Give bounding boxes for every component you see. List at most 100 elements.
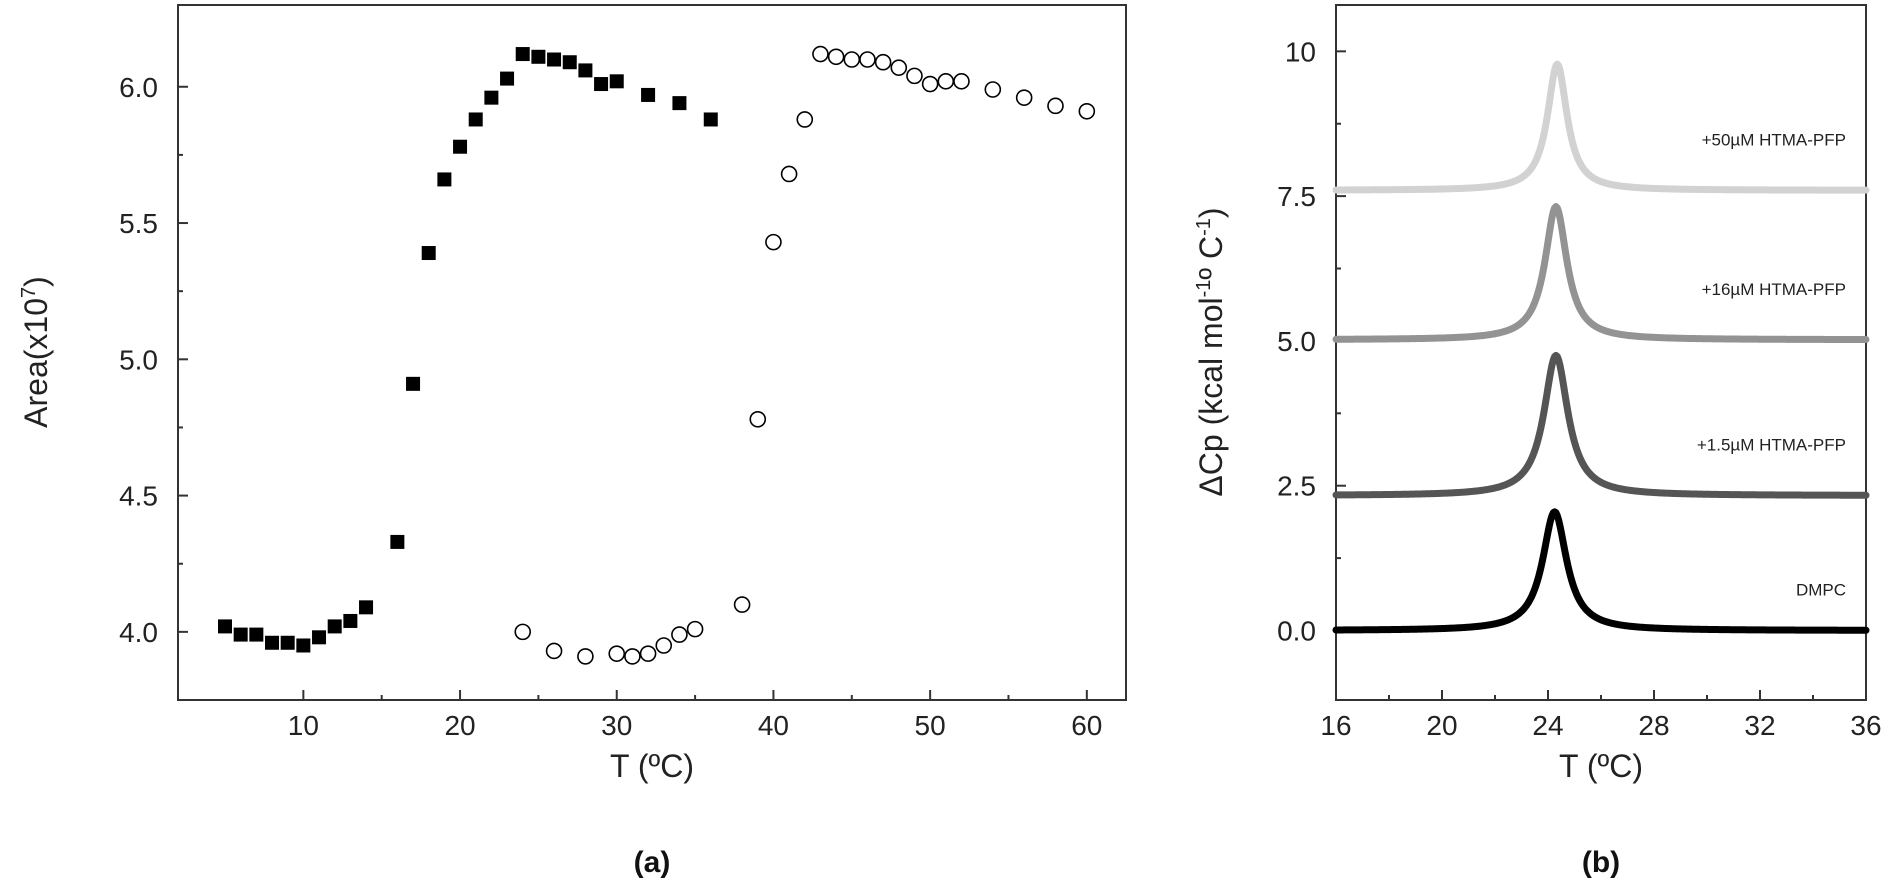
panel-a-square-point [484, 90, 499, 105]
panel-a-square-point [547, 52, 562, 67]
panel-b-y-tick-label: 0.0 [1277, 616, 1316, 647]
panel-b-curve [1332, 60, 1870, 194]
panel-a-square-point [296, 638, 311, 653]
panel-a-square-point [641, 87, 656, 102]
panel-b-y-tick-label: 10 [1285, 36, 1316, 67]
panel-a-circle-point [812, 45, 829, 63]
panel-a-circle-point [671, 626, 688, 643]
panel-a-circle-point [608, 645, 626, 662]
panel-a-circle-point [514, 623, 532, 641]
panel-b-y-axis-title-mid: º C [1193, 236, 1229, 280]
panel-a-y-tick-label: 4.5 [119, 481, 158, 512]
panel-a-square-point [562, 55, 577, 70]
panel-b: 16 20 24 28 32 36 0.0 2.5 5.0 7.5 10 DMPC +1.5µM H… [1193, 4, 1882, 879]
panel-a-circle-point [859, 51, 876, 68]
panel-a-y-ticks: 4.0 4.5 5.0 5.5 6.0 [119, 72, 188, 648]
panel-a-circle-point [733, 596, 751, 613]
panel-a-circle-point [639, 645, 657, 662]
panel-a-circle-point [545, 642, 563, 660]
panel-a-square-point [531, 49, 546, 64]
panel-a-square-point [515, 47, 530, 62]
panel-b-y-axis-title-main: ΔCp (kcal mol [1193, 297, 1229, 496]
panel-a-circle-point [1078, 102, 1096, 120]
panel-a-x-ticks: 10 20 30 40 50 60 [288, 690, 1102, 741]
panel-a-circle-point [1047, 97, 1064, 115]
panel-b-series-label: +50µM HTMA-PFP [1702, 130, 1846, 149]
panel-a-y-tick-label: 5.5 [119, 208, 158, 239]
panel-a-square-point [390, 534, 405, 549]
panel-a-frame [177, 4, 1127, 701]
panel-a-x-tick-label: 40 [758, 710, 789, 741]
panel-b-curve [1332, 508, 1870, 634]
panel-b-series-label: +16µM HTMA-PFP [1702, 280, 1846, 299]
panel-b-x-tick-label: 16 [1320, 710, 1351, 741]
panel-a-x-tick-label: 20 [444, 710, 475, 741]
panel-a-circle-point [843, 51, 861, 68]
panel-a-circle-point [749, 410, 767, 428]
panel-a-y-axis-title-main: Area(x10 [18, 298, 54, 428]
panel-a-y-tick-label: 4.0 [119, 617, 158, 648]
panel-a-y-tick-label: 6.0 [119, 72, 158, 103]
panel-a-circle-point [1015, 89, 1033, 106]
panel-b-series-labels: DMPC +1.5µM HTMA-PFP +16µM HTMA-PFP +50µM H… [1697, 130, 1846, 599]
panel-a-square-point [327, 619, 342, 634]
panel-a-square-point [218, 619, 233, 634]
panel-b-y-ticks: 0.0 2.5 5.0 7.5 10 [1277, 36, 1346, 647]
panel-a-x-tick-label: 30 [601, 710, 632, 741]
panel-a-square-point [233, 627, 248, 642]
panel-a-y-axis-title: Area(x107) [18, 276, 54, 428]
panel-a-y-axis-title-exponent: 7 [18, 287, 40, 298]
panel-a-circle-point [953, 73, 970, 90]
panel-b-y-axis-title-end: ) [1193, 207, 1229, 218]
panel-b-y-tick-label: 5.0 [1277, 326, 1316, 357]
panel-a-circle-point [624, 648, 641, 665]
panel-a-square-point [594, 77, 609, 92]
panel-b-curves [1332, 60, 1870, 634]
panel-b-y-axis-title-sup2: -1 [1193, 218, 1215, 236]
panel-a-circle-point [780, 165, 798, 183]
panel-b-x-tick-label: 24 [1532, 710, 1563, 741]
panel-a-circle-point [796, 111, 814, 128]
panel-a-square-point [500, 71, 515, 86]
panel-b-y-axis-title: ΔCp (kcal mol-1º C-1) [1193, 207, 1229, 496]
panel-a-square-point [468, 112, 483, 127]
panel-a-square-point [672, 96, 687, 111]
panel-b-y-tick-label: 7.5 [1277, 181, 1316, 212]
panel-b-curve [1332, 203, 1870, 344]
panel-a-square-point [437, 172, 452, 187]
panel-a-square-point [609, 74, 624, 89]
panel-a-circle-point [890, 59, 908, 76]
panel-b-x-tick-label: 28 [1638, 710, 1669, 741]
panel-a-square-point [453, 139, 468, 154]
panel-b-x-tick-label: 32 [1744, 710, 1775, 741]
panel-a-label: (a) [634, 846, 671, 879]
panel-b-x-tick-label: 36 [1850, 710, 1881, 741]
panel-a-square-point [359, 600, 374, 615]
panel-a: 10 20 30 40 50 60 4.0 4.5 5.0 5.5 6.0 T (ºC) Area… [18, 4, 1127, 879]
panel-a-square-point [421, 246, 436, 261]
panel-a-square-point [703, 112, 718, 127]
panel-b-x-axis-title: T (ºC) [1559, 748, 1643, 784]
panel-a-circle-point [577, 648, 594, 665]
panel-b-y-tick-label: 2.5 [1277, 471, 1316, 502]
panel-b-curve [1332, 351, 1870, 499]
panel-a-y-axis-title-end: ) [18, 276, 54, 287]
panel-a-square-point [280, 635, 295, 650]
panel-a-square-point [343, 613, 358, 628]
panel-b-series-label: DMPC [1796, 581, 1846, 600]
panel-b-y-axis-title-sup1: -1 [1193, 280, 1215, 298]
panel-a-circle-point [827, 48, 845, 66]
panel-b-x-ticks: 16 20 24 28 32 36 [1320, 690, 1882, 741]
panel-a-x-tick-label: 50 [915, 710, 946, 741]
panel-b-label: (b) [1582, 846, 1620, 879]
panel-b-x-tick-label: 20 [1426, 710, 1457, 741]
panel-a-circle-point [655, 637, 673, 654]
panel-a-y-tick-label: 5.0 [119, 344, 158, 375]
panel-a-x-axis-title: T (ºC) [610, 748, 694, 784]
panel-a-circle-point [921, 75, 939, 93]
panel-b-series-label: +1.5µM HTMA-PFP [1697, 436, 1846, 455]
panel-a-circle-point [686, 620, 704, 638]
panel-b-frame [1335, 4, 1867, 701]
panel-a-circle-point [765, 233, 782, 251]
